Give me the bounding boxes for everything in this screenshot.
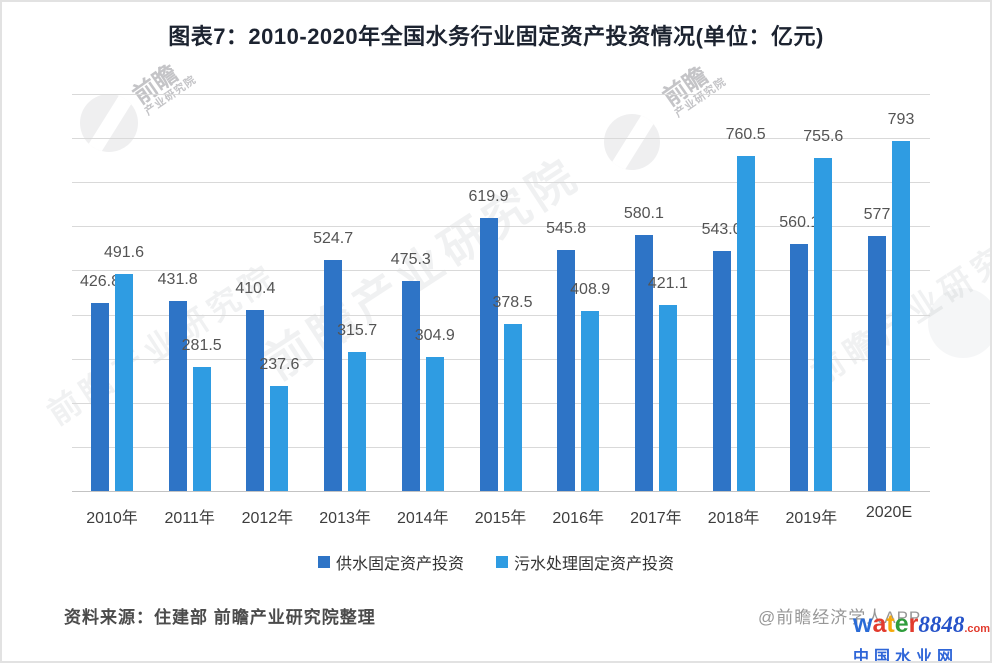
gridline — [72, 138, 930, 140]
bar — [736, 155, 755, 491]
x-axis-line — [72, 491, 930, 492]
x-axis-label: 2013年 — [319, 510, 371, 527]
value-label: 304.9 — [414, 326, 455, 344]
gridline — [72, 226, 930, 228]
legend-swatch-water-supply — [317, 556, 330, 568]
china-water-net-label: 中国水业网 — [853, 649, 959, 663]
chart-legend: 供水固定资产投资 污水处理固定资产投资 — [2, 550, 990, 574]
water8848-letter: t — [886, 610, 895, 638]
bar — [115, 274, 133, 491]
water8848-watermark: water8848.com 中国水业网 — [853, 610, 991, 663]
bar — [192, 366, 211, 491]
value-label: 410.4 — [235, 279, 276, 297]
bar — [401, 281, 420, 491]
x-axis-label: 2020E — [865, 504, 913, 521]
x-axis-label: 2014年 — [396, 510, 449, 527]
bar — [246, 309, 265, 491]
gridline — [72, 446, 930, 448]
x-axis-label: 2016年 — [552, 510, 604, 527]
qianzhan-logo-watermark — [928, 288, 990, 358]
water8848-letter: e — [894, 610, 909, 638]
water8848-number: 8848 — [918, 612, 965, 637]
bar — [425, 356, 444, 491]
bar — [581, 310, 600, 491]
x-axis-label: 2011年 — [164, 510, 215, 527]
gridline — [72, 94, 930, 95]
value-label: 408.9 — [570, 280, 611, 298]
gridline — [72, 182, 930, 184]
value-label: 577 — [863, 206, 891, 224]
water8848-word: water — [853, 610, 918, 638]
bar — [712, 251, 731, 491]
value-label: 543.0 — [701, 221, 742, 239]
value-label: 237.6 — [259, 356, 300, 374]
value-label: 491.6 — [103, 244, 145, 262]
x-axis-label: 2012年 — [241, 510, 294, 527]
water8848-line1: water8848.com — [853, 610, 991, 641]
bar — [91, 302, 109, 491]
value-label: 619.9 — [468, 187, 509, 205]
gridline — [72, 402, 930, 404]
qianzhan-logo-watermark — [604, 114, 660, 170]
x-axis-label: 2018年 — [707, 510, 760, 527]
value-label: 760.5 — [725, 125, 766, 143]
legend-label-sewage-treatment: 污水处理固定资产投资 — [514, 556, 675, 573]
bar — [790, 243, 809, 491]
x-axis-label: 2019年 — [785, 510, 838, 527]
water8848-letter: a — [872, 610, 887, 638]
gridline — [72, 270, 930, 272]
water8848-letter: r — [908, 610, 919, 638]
value-label: 560.1 — [779, 213, 820, 231]
qianzhan-logo-watermark — [80, 94, 138, 152]
value-label: 378.5 — [492, 294, 533, 312]
value-label: 793 — [887, 111, 915, 129]
value-label: 315.7 — [337, 321, 378, 339]
water8848-letter: w — [853, 610, 873, 638]
value-label: 545.8 — [546, 220, 587, 238]
x-axis-label: 2015年 — [474, 510, 527, 527]
legend-label-water-supply: 供水固定资产投资 — [335, 556, 464, 573]
bar — [168, 300, 187, 491]
bar — [324, 259, 343, 491]
bar — [479, 217, 498, 491]
bar — [270, 386, 289, 491]
value-label: 431.8 — [157, 270, 198, 288]
x-axis-label: 2010年 — [86, 510, 138, 527]
value-label: 475.3 — [390, 251, 431, 269]
bar — [503, 324, 522, 491]
value-label: 426.8 — [79, 272, 121, 290]
source-note: 资料来源：住建部 前瞻产业研究院整理 — [64, 608, 376, 627]
legend-item-water-supply: 供水固定资产投资 — [317, 550, 464, 574]
bar — [557, 250, 576, 491]
legend-swatch-sewage-treatment — [496, 556, 508, 568]
bar — [814, 157, 833, 491]
value-label: 524.7 — [313, 229, 354, 247]
gridline — [72, 314, 930, 316]
credit-note: @前瞻经济学人APP — [758, 608, 922, 627]
bar — [892, 141, 910, 491]
x-axis-label: 2017年 — [630, 510, 682, 527]
value-label: 580.1 — [623, 205, 664, 223]
value-label: 281.5 — [181, 336, 222, 354]
value-label: 421.1 — [647, 275, 688, 293]
value-label: 755.6 — [803, 127, 844, 145]
water8848-tld: .com — [964, 623, 991, 635]
chart-title: 图表7：2010-2020年全国水务行业固定资产投资情况(单位：亿元) — [168, 24, 824, 49]
legend-item-sewage-treatment: 污水处理固定资产投资 — [496, 550, 674, 574]
bar — [658, 305, 677, 491]
bar — [634, 235, 653, 491]
bar — [348, 351, 367, 491]
bar — [868, 236, 886, 491]
gridline — [72, 358, 930, 360]
